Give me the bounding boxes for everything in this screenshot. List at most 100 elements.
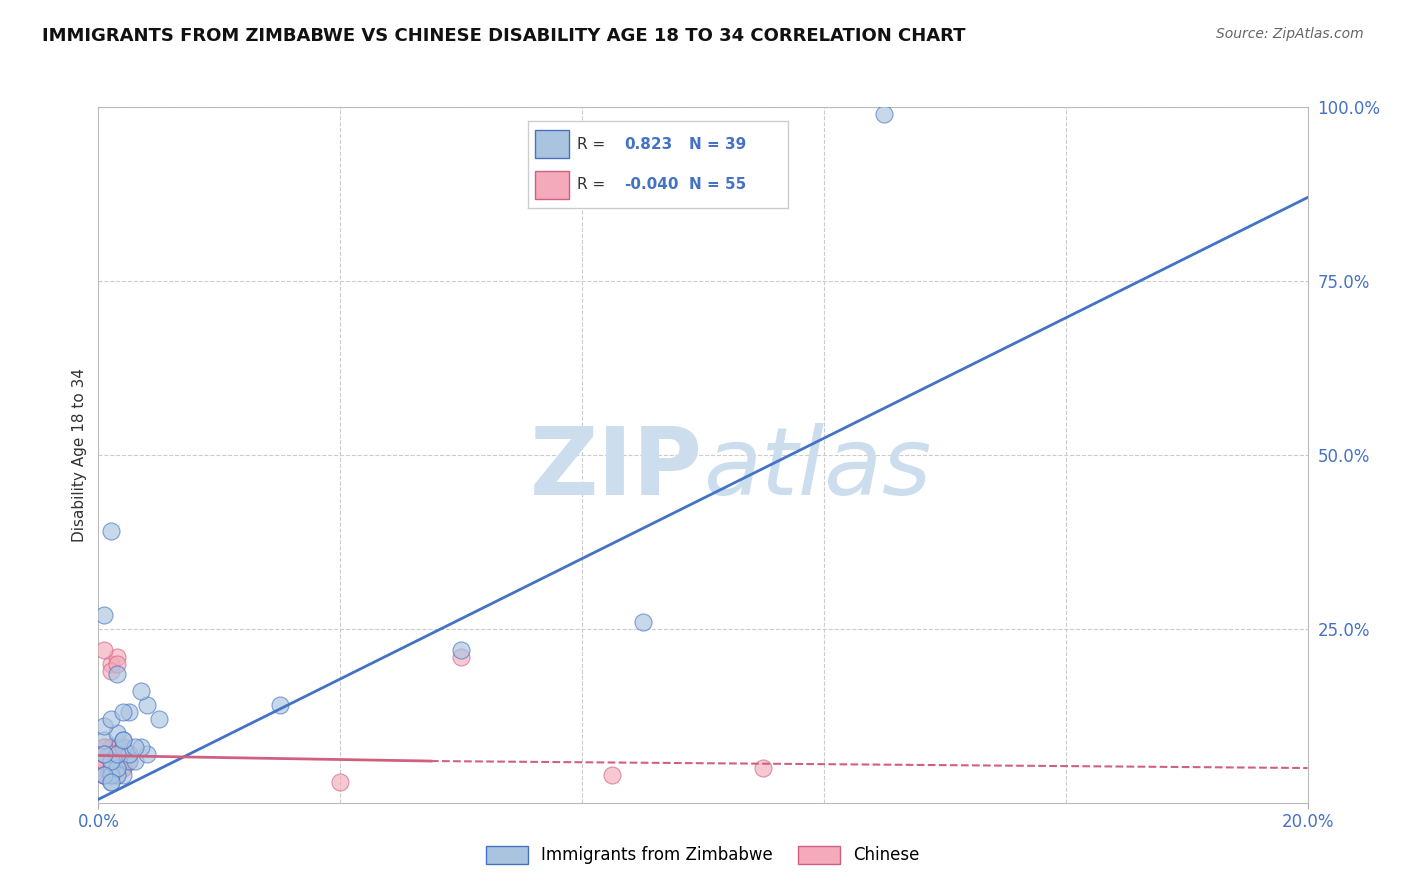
Point bbox=[105, 747, 128, 761]
Point bbox=[111, 733, 134, 747]
Point bbox=[105, 761, 128, 775]
Text: Source: ZipAtlas.com: Source: ZipAtlas.com bbox=[1216, 27, 1364, 41]
Point bbox=[111, 754, 134, 768]
Point bbox=[118, 754, 141, 768]
Point bbox=[135, 747, 157, 761]
Point bbox=[93, 768, 115, 782]
Point bbox=[105, 740, 128, 755]
Point bbox=[105, 768, 128, 782]
Point bbox=[93, 740, 115, 755]
Point bbox=[93, 754, 115, 768]
Point bbox=[602, 768, 624, 782]
Y-axis label: Disability Age 18 to 34: Disability Age 18 to 34 bbox=[72, 368, 87, 542]
Point bbox=[105, 761, 128, 775]
Point bbox=[93, 747, 115, 761]
Point bbox=[93, 740, 115, 755]
Point bbox=[111, 768, 134, 782]
Point bbox=[111, 740, 134, 755]
Point bbox=[93, 768, 115, 782]
Point bbox=[105, 657, 128, 671]
Legend: Immigrants from Zimbabwe, Chinese: Immigrants from Zimbabwe, Chinese bbox=[479, 839, 927, 871]
Point bbox=[100, 657, 122, 671]
Point bbox=[148, 712, 170, 726]
Text: atlas: atlas bbox=[703, 424, 931, 515]
Point bbox=[93, 747, 115, 761]
Point bbox=[111, 761, 134, 775]
Point bbox=[100, 754, 122, 768]
Point bbox=[118, 706, 141, 720]
Point bbox=[100, 747, 122, 761]
Point bbox=[129, 740, 152, 755]
Point bbox=[118, 747, 141, 761]
Point bbox=[93, 761, 115, 775]
Point bbox=[93, 747, 115, 761]
Point bbox=[100, 761, 122, 775]
Point bbox=[129, 684, 152, 698]
Point bbox=[100, 761, 122, 775]
Point bbox=[111, 761, 134, 775]
Point bbox=[329, 775, 352, 789]
Point bbox=[100, 761, 122, 775]
Point bbox=[105, 754, 128, 768]
Point bbox=[111, 733, 134, 747]
Point bbox=[105, 667, 128, 681]
Point bbox=[105, 754, 128, 768]
Point bbox=[100, 754, 122, 768]
Point bbox=[118, 747, 141, 761]
Point bbox=[93, 761, 115, 775]
Point bbox=[93, 761, 115, 775]
Point bbox=[93, 747, 115, 761]
Point bbox=[93, 607, 115, 622]
Point bbox=[450, 649, 472, 664]
Point bbox=[105, 740, 128, 755]
Point bbox=[100, 740, 122, 755]
Point bbox=[93, 754, 115, 768]
Point bbox=[124, 754, 146, 768]
Point bbox=[93, 768, 115, 782]
Point bbox=[450, 642, 472, 657]
Point bbox=[100, 754, 122, 768]
Point bbox=[105, 649, 128, 664]
Point bbox=[93, 754, 115, 768]
Point bbox=[93, 733, 115, 747]
Point bbox=[100, 775, 122, 789]
Point bbox=[93, 768, 115, 782]
Point bbox=[100, 754, 122, 768]
Point bbox=[873, 107, 896, 121]
Point bbox=[100, 768, 122, 782]
Point bbox=[93, 747, 115, 761]
Point bbox=[135, 698, 157, 713]
Point bbox=[100, 712, 122, 726]
Point bbox=[93, 768, 115, 782]
Point bbox=[100, 768, 122, 782]
Point bbox=[105, 761, 128, 775]
Point bbox=[111, 740, 134, 755]
Point bbox=[100, 747, 122, 761]
Point bbox=[100, 740, 122, 755]
Point bbox=[105, 747, 128, 761]
Point bbox=[124, 740, 146, 755]
Point bbox=[100, 754, 122, 768]
Point bbox=[118, 747, 141, 761]
Point bbox=[105, 726, 128, 740]
Point bbox=[105, 768, 128, 782]
Point bbox=[93, 642, 115, 657]
Point bbox=[93, 719, 115, 733]
Point bbox=[100, 775, 122, 789]
Point bbox=[105, 761, 128, 775]
Point bbox=[100, 524, 122, 539]
Point bbox=[111, 706, 134, 720]
Point bbox=[118, 754, 141, 768]
Point bbox=[111, 761, 134, 775]
Point bbox=[105, 747, 128, 761]
Point bbox=[631, 615, 654, 629]
Point bbox=[105, 754, 128, 768]
Point bbox=[100, 664, 122, 678]
Point bbox=[100, 754, 122, 768]
Point bbox=[100, 761, 122, 775]
Text: ZIP: ZIP bbox=[530, 423, 703, 515]
Text: IMMIGRANTS FROM ZIMBABWE VS CHINESE DISABILITY AGE 18 TO 34 CORRELATION CHART: IMMIGRANTS FROM ZIMBABWE VS CHINESE DISA… bbox=[42, 27, 966, 45]
Point bbox=[269, 698, 291, 713]
Point bbox=[752, 761, 775, 775]
Point bbox=[93, 747, 115, 761]
